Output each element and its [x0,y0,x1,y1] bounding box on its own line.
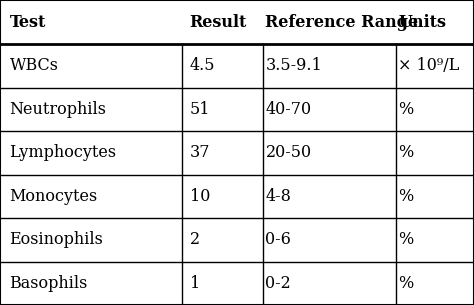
Text: %: % [398,101,413,118]
Text: × 10⁹/L: × 10⁹/L [398,57,459,74]
Text: %: % [398,188,413,205]
Text: 4.5: 4.5 [190,57,215,74]
Text: 10: 10 [190,188,210,205]
Text: Lymphocytes: Lymphocytes [9,144,117,161]
Text: 0-2: 0-2 [265,275,291,292]
Text: 51: 51 [190,101,210,118]
Text: Basophils: Basophils [9,275,88,292]
Text: 20-50: 20-50 [265,144,311,161]
Text: %: % [398,231,413,248]
Text: 3.5-9.1: 3.5-9.1 [265,57,322,74]
Text: 1: 1 [190,275,200,292]
Text: Monocytes: Monocytes [9,188,98,205]
Text: Units: Units [398,14,446,30]
Text: WBCs: WBCs [9,57,58,74]
Text: 37: 37 [190,144,210,161]
Text: 40-70: 40-70 [265,101,311,118]
Text: Test: Test [9,14,46,30]
Text: %: % [398,144,413,161]
Text: 4-8: 4-8 [265,188,292,205]
Text: Reference Range: Reference Range [265,14,419,30]
Text: 0-6: 0-6 [265,231,292,248]
Text: %: % [398,275,413,292]
Text: Neutrophils: Neutrophils [9,101,107,118]
Text: Eosinophils: Eosinophils [9,231,103,248]
Text: Result: Result [190,14,247,30]
Text: 2: 2 [190,231,200,248]
